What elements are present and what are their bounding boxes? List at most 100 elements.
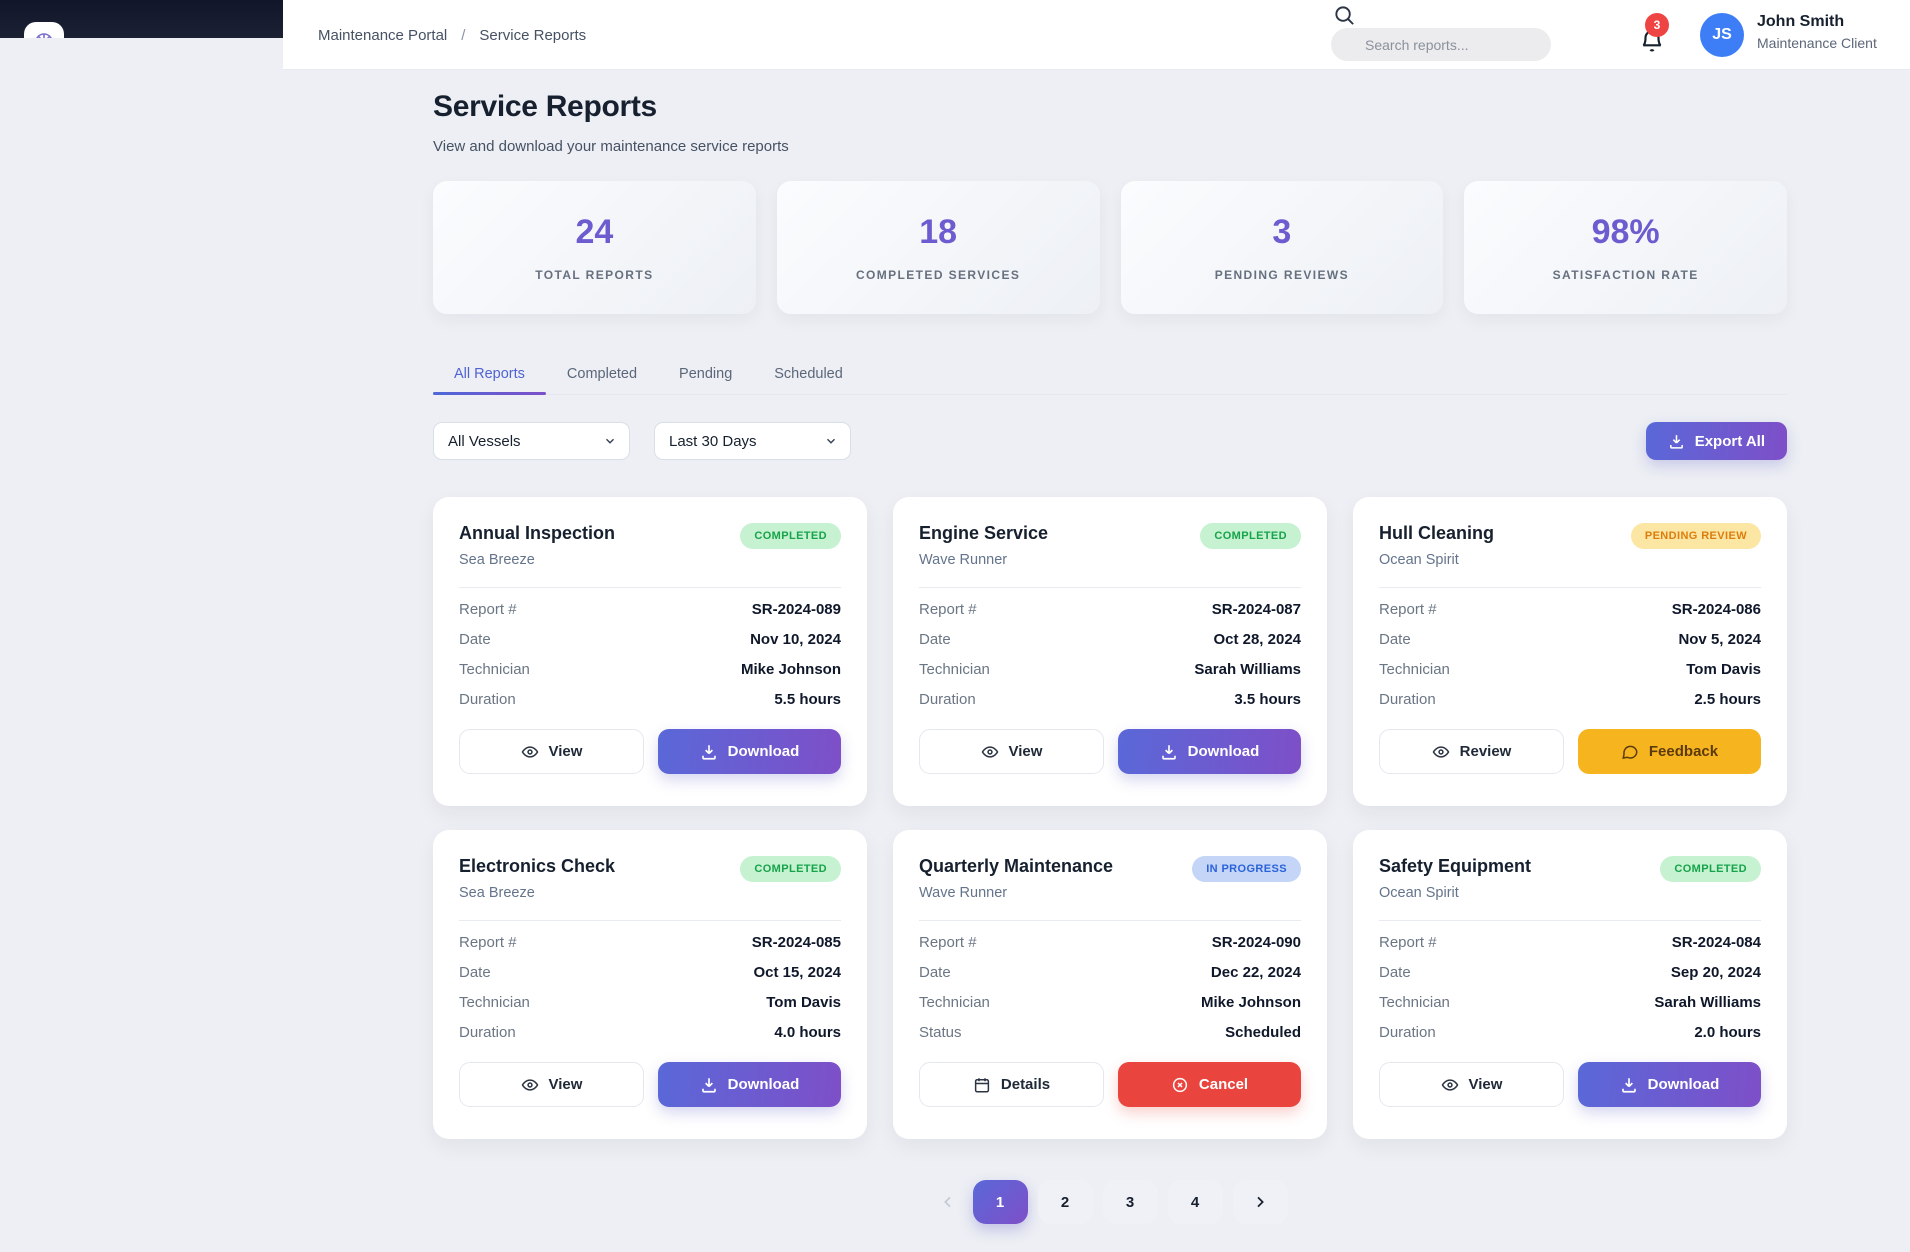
chevron-down-icon — [827, 438, 835, 444]
button-label: Feedback — [1648, 743, 1719, 760]
download-button[interactable]: Download — [658, 1062, 841, 1107]
button-label: View — [1468, 1076, 1503, 1093]
tab-scheduled[interactable]: Scheduled — [774, 366, 843, 382]
row-value: 3.5 hours — [1234, 691, 1301, 708]
stat-value: 98% — [1591, 213, 1660, 251]
view-button[interactable]: View — [459, 1062, 644, 1107]
report-card: Safety Equipment Ocean Spirit COMPLETED … — [1353, 830, 1787, 1139]
eye-icon — [1441, 1078, 1458, 1091]
stat-label: COMPLETED SERVICES — [855, 268, 1021, 282]
page-button-3[interactable]: 3 — [1102, 1180, 1158, 1224]
row-value: Tom Davis — [1686, 661, 1761, 678]
row-value: SR-2024-089 — [751, 601, 841, 618]
cancel-button[interactable]: Cancel — [1118, 1062, 1301, 1107]
button-label: Review — [1459, 743, 1512, 760]
date-range-value: Last 30 Days — [669, 432, 757, 450]
tab-pending[interactable]: Pending — [679, 366, 733, 382]
row-label: Technician — [459, 661, 530, 678]
stat-pending-reviews: 3 PENDING REVIEWS — [1120, 181, 1444, 314]
date-range-select[interactable]: Last 30 Days — [654, 422, 851, 460]
row-label: Date — [459, 964, 491, 981]
user-name: John Smith — [1757, 13, 1845, 30]
stat-label: PENDING REVIEWS — [1214, 268, 1350, 282]
calendar-icon — [974, 1077, 990, 1092]
tab-completed[interactable]: Completed — [566, 366, 638, 382]
report-vessel: Wave Runner — [919, 552, 1008, 568]
status-badge: COMPLETED — [740, 523, 841, 549]
details-button[interactable]: Details — [919, 1062, 1104, 1107]
report-card: Quarterly Maintenance Wave Runner IN PRO… — [893, 830, 1327, 1139]
user-meta[interactable]: John Smith Maintenance Client — [1757, 13, 1877, 51]
breadcrumb-root[interactable]: Maintenance Portal — [318, 26, 448, 44]
status-badge: COMPLETED — [1660, 856, 1761, 882]
row-value: Dec 22, 2024 — [1210, 964, 1301, 981]
breadcrumb-separator: / — [461, 26, 466, 44]
row-label: Report # — [919, 934, 977, 951]
row-label: Status — [919, 1024, 962, 1041]
row-label: Technician — [919, 661, 990, 678]
view-button[interactable]: View — [1379, 1062, 1564, 1107]
download-icon — [1161, 744, 1176, 760]
button-label: View — [548, 1076, 583, 1093]
row-value: SR-2024-087 — [1211, 601, 1301, 618]
row-label: Duration — [1379, 1024, 1436, 1041]
download-button[interactable]: Download — [658, 729, 841, 774]
row-value: Sarah Williams — [1194, 661, 1301, 678]
avatar[interactable]: JS — [1700, 13, 1744, 57]
row-value: Oct 28, 2024 — [1213, 631, 1301, 648]
row-value: Tom Davis — [766, 994, 841, 1011]
stat-value: 3 — [1272, 213, 1292, 251]
row-value: 5.5 hours — [774, 691, 841, 708]
download-icon — [1621, 1077, 1636, 1093]
row-value: Mike Johnson — [1200, 994, 1301, 1011]
view-button[interactable]: View — [459, 729, 644, 774]
status-badge: PENDING REVIEW — [1630, 523, 1761, 549]
button-label: Download — [727, 743, 800, 760]
vessel-filter-select[interactable]: All Vessels — [433, 422, 630, 460]
button-label: Download — [1187, 743, 1260, 760]
row-label: Date — [1379, 964, 1411, 981]
export-all-button[interactable]: Export All — [1645, 422, 1787, 460]
app-logo[interactable] — [24, 22, 64, 38]
review-button[interactable]: Review — [1379, 729, 1564, 774]
notifications-button[interactable]: 3 — [1635, 13, 1675, 56]
header: Maintenance Portal / Service Reports 3 J… — [283, 0, 1910, 70]
breadcrumb: Maintenance Portal / Service Reports — [318, 0, 586, 70]
page-button-2[interactable]: 2 — [1037, 1180, 1093, 1224]
stat-total-reports: 24 TOTAL REPORTS — [433, 181, 756, 314]
download-button[interactable]: Download — [1578, 1062, 1761, 1107]
button-label: View — [1008, 743, 1043, 760]
download-button[interactable]: Download — [1118, 729, 1301, 774]
report-title: Hull Cleaning — [1379, 523, 1495, 543]
view-button[interactable]: View — [919, 729, 1104, 774]
search-input[interactable] — [1331, 28, 1551, 61]
report-title: Engine Service — [919, 523, 1049, 543]
row-label: Report # — [459, 601, 517, 618]
page-button-1[interactable]: 1 — [972, 1180, 1028, 1224]
report-vessel: Wave Runner — [919, 885, 1008, 901]
row-label: Duration — [459, 1024, 516, 1041]
next-page-button[interactable] — [1232, 1180, 1288, 1224]
report-title: Safety Equipment — [1379, 856, 1532, 876]
stat-value: 24 — [575, 213, 614, 251]
row-value: Oct 15, 2024 — [753, 964, 841, 981]
eye-icon — [521, 1078, 538, 1091]
chevron-right-icon — [1257, 1196, 1264, 1208]
search-icon — [1335, 6, 1354, 25]
prev-page-button[interactable] — [933, 1180, 963, 1224]
row-label: Date — [459, 631, 491, 648]
tab-all-reports[interactable]: All Reports — [433, 354, 546, 395]
chat-icon — [1622, 745, 1638, 759]
stat-label: TOTAL REPORTS — [535, 268, 654, 282]
chevron-left-icon — [943, 1196, 951, 1208]
feedback-button[interactable]: Feedback — [1578, 729, 1761, 774]
row-value: Nov 10, 2024 — [750, 631, 841, 648]
row-label: Technician — [919, 994, 990, 1011]
report-card: Hull Cleaning Ocean Spirit PENDING REVIE… — [1353, 497, 1787, 806]
status-badge: COMPLETED — [1200, 523, 1301, 549]
notification-badge: 3 — [1645, 13, 1669, 37]
page-button-4[interactable]: 4 — [1167, 1180, 1223, 1224]
report-title: Electronics Check — [459, 856, 616, 876]
stat-satisfaction-rate: 98% SATISFACTION RATE — [1464, 181, 1787, 314]
download-icon — [701, 1077, 716, 1093]
